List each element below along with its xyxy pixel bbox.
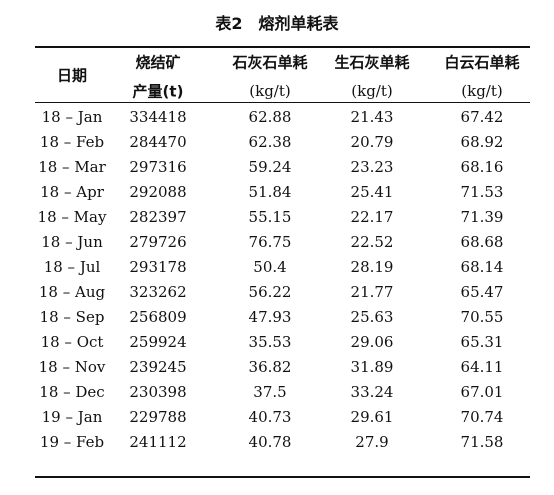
table-cell: 51.84: [248, 183, 292, 201]
table-cell: 33.24: [350, 383, 394, 401]
table-cell: 67.01: [460, 383, 504, 401]
table-cell: 21.43: [350, 108, 394, 126]
table-cell: 68.68: [460, 233, 504, 251]
table-cell: 259924: [129, 333, 187, 351]
column-header: 生石灰单耗: [334, 53, 410, 72]
table-cell: 37.5: [253, 383, 287, 401]
table-cell: 64.11: [460, 358, 504, 376]
table-cell: 71.39: [460, 208, 504, 226]
table-cell: 50.4: [253, 258, 287, 276]
table-cell: 68.16: [460, 158, 504, 176]
bottom-rule: [35, 476, 530, 478]
table-cell: 65.47: [460, 283, 504, 301]
table-cell: 18 – Sep: [39, 308, 105, 326]
table-cell: 230398: [129, 383, 187, 401]
column-header: (kg/t): [351, 82, 393, 100]
table-cell: 323262: [129, 283, 187, 301]
table-cell: 292088: [129, 183, 187, 201]
table-cell: 18 – Apr: [40, 183, 104, 201]
table-cell: 22.17: [350, 208, 394, 226]
column-header: (kg/t): [249, 82, 291, 100]
table-cell: 62.88: [248, 108, 292, 126]
table-cell: 29.06: [350, 333, 394, 351]
table-cell: 28.19: [350, 258, 394, 276]
column-header: 日期: [56, 66, 88, 85]
table-cell: 67.42: [460, 108, 504, 126]
table-cell: 18 – Aug: [38, 283, 106, 301]
table-cell: 40.73: [248, 408, 292, 426]
table-cell: 19 – Feb: [39, 433, 105, 451]
table-cell: 55.15: [248, 208, 292, 226]
table-cell: 21.77: [350, 283, 394, 301]
table-cell: 47.93: [248, 308, 292, 326]
table-cell: 18 – Jan: [41, 108, 103, 126]
table-cell: 71.58: [460, 433, 504, 451]
table-cell: 279726: [129, 233, 187, 251]
table-cell: 76.75: [248, 233, 292, 251]
table-cell: 18 – Jun: [41, 233, 103, 251]
table-cell: 297316: [129, 158, 187, 176]
table-cell: 71.53: [460, 183, 504, 201]
table-cell: 18 – May: [37, 208, 107, 226]
table-cell: 25.63: [350, 308, 394, 326]
table-title: 表2 熔剂单耗表: [215, 14, 339, 33]
table-cell: 62.38: [248, 133, 292, 151]
table-cell: 20.79: [350, 133, 394, 151]
table-cell: 293178: [129, 258, 187, 276]
table-cell: 40.78: [248, 433, 292, 451]
table-cell: 334418: [129, 108, 187, 126]
column-header: 产量(t): [132, 82, 184, 101]
table-cell: 29.61: [350, 408, 394, 426]
table-cell: 70.74: [460, 408, 504, 426]
table-cell: 18 – Jul: [43, 258, 101, 276]
table-cell: 256809: [129, 308, 187, 326]
column-header: 烧结矿: [135, 53, 181, 72]
table-cell: 18 – Feb: [39, 133, 105, 151]
table-cell: 70.55: [460, 308, 504, 326]
table-cell: 18 – Mar: [38, 158, 106, 176]
table-cell: 239245: [129, 358, 187, 376]
table-cell: 36.82: [248, 358, 292, 376]
table-cell: 35.53: [248, 333, 292, 351]
table-cell: 31.89: [350, 358, 394, 376]
table-cell: 18 – Dec: [39, 383, 105, 401]
table-cell: 68.14: [460, 258, 504, 276]
table-cell: 241112: [129, 433, 187, 451]
table-cell: 25.41: [350, 183, 394, 201]
table-cell: 282397: [129, 208, 187, 226]
column-header: 白云石单耗: [444, 53, 520, 72]
header-rule: [35, 102, 530, 103]
table-cell: 27.9: [355, 433, 389, 451]
table-cell: 18 – Oct: [40, 333, 104, 351]
table-cell: 229788: [129, 408, 187, 426]
table-cell: 68.92: [460, 133, 504, 151]
table-cell: 59.24: [248, 158, 292, 176]
table-cell: 18 – Nov: [38, 358, 106, 376]
table-cell: 65.31: [460, 333, 504, 351]
table-cell: 19 – Jan: [41, 408, 103, 426]
table-cell: 23.23: [350, 158, 394, 176]
table-cell: 56.22: [248, 283, 292, 301]
table-cell: 284470: [129, 133, 187, 151]
table-cell: 22.52: [350, 233, 394, 251]
column-header: (kg/t): [461, 82, 503, 100]
top-rule: [35, 46, 530, 48]
column-header: 石灰石单耗: [232, 53, 308, 72]
